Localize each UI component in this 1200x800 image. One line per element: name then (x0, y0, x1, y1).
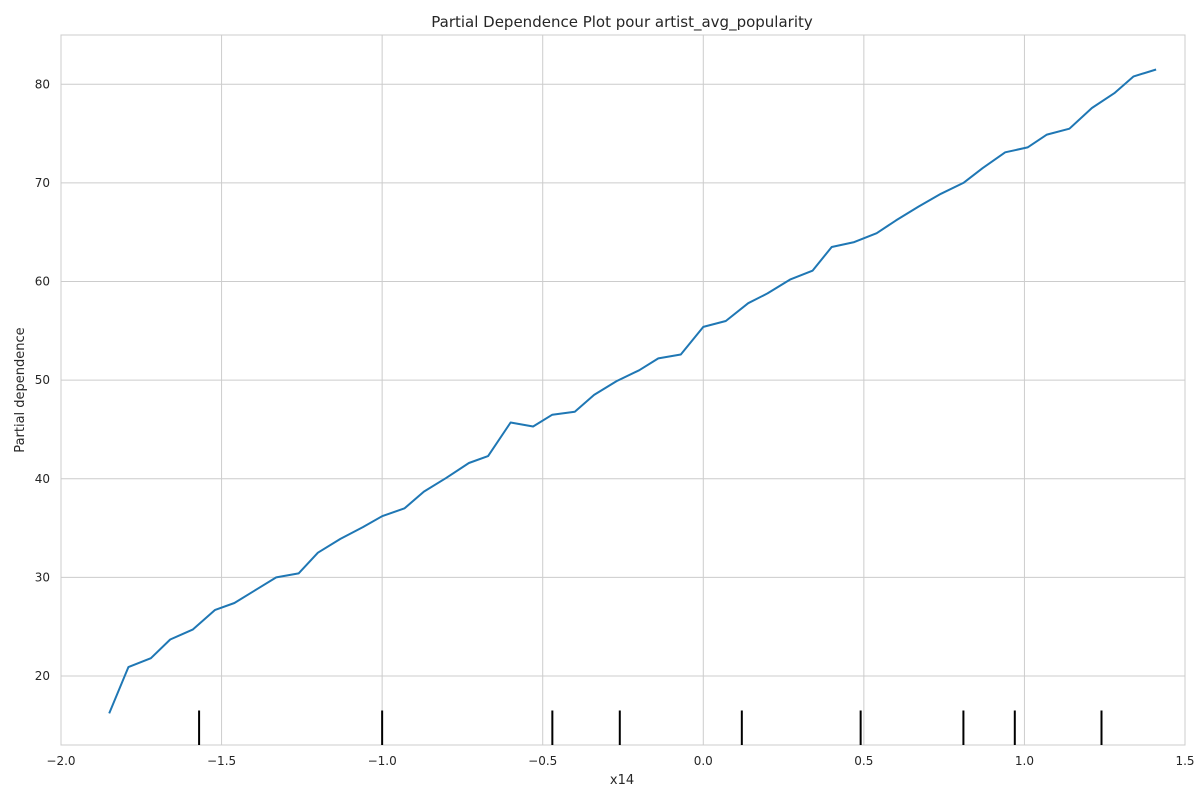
y-tick-label: 80 (35, 77, 50, 91)
rug-marks (198, 710, 1103, 745)
y-tick-label: 50 (35, 373, 50, 387)
series-line (108, 68, 1157, 714)
plot-area-frame (60, 34, 1186, 746)
y-tick-label: 20 (35, 669, 50, 683)
y-axis-ticks: 20 30 40 50 60 70 80 (35, 77, 50, 683)
x-tick-label: 0.0 (694, 754, 713, 768)
x-tick-label: 1.5 (1175, 754, 1194, 768)
x-axis-label: x14 (610, 773, 634, 788)
x-tick-label: −1.0 (368, 754, 397, 768)
x-tick-label: −0.5 (528, 754, 557, 768)
x-tick-label: −1.5 (207, 754, 236, 768)
x-axis-ticks: −2.0 −1.5 −1.0 −0.5 0.0 0.5 1.0 1.5 (46, 754, 1194, 768)
y-tick-label: 30 (35, 570, 50, 584)
y-tick-label: 40 (35, 472, 50, 486)
x-tick-label: 0.5 (854, 754, 873, 768)
x-tick-label: 1.0 (1015, 754, 1034, 768)
grid-lines (60, 35, 1186, 745)
x-tick-label: −2.0 (46, 754, 75, 768)
chart-title: Partial Dependence Plot pour artist_avg_… (431, 13, 813, 32)
series-layer (108, 68, 1157, 714)
y-tick-label: 60 (35, 275, 50, 289)
y-tick-label: 70 (35, 176, 50, 190)
y-axis-label: Partial dependence (13, 327, 28, 452)
